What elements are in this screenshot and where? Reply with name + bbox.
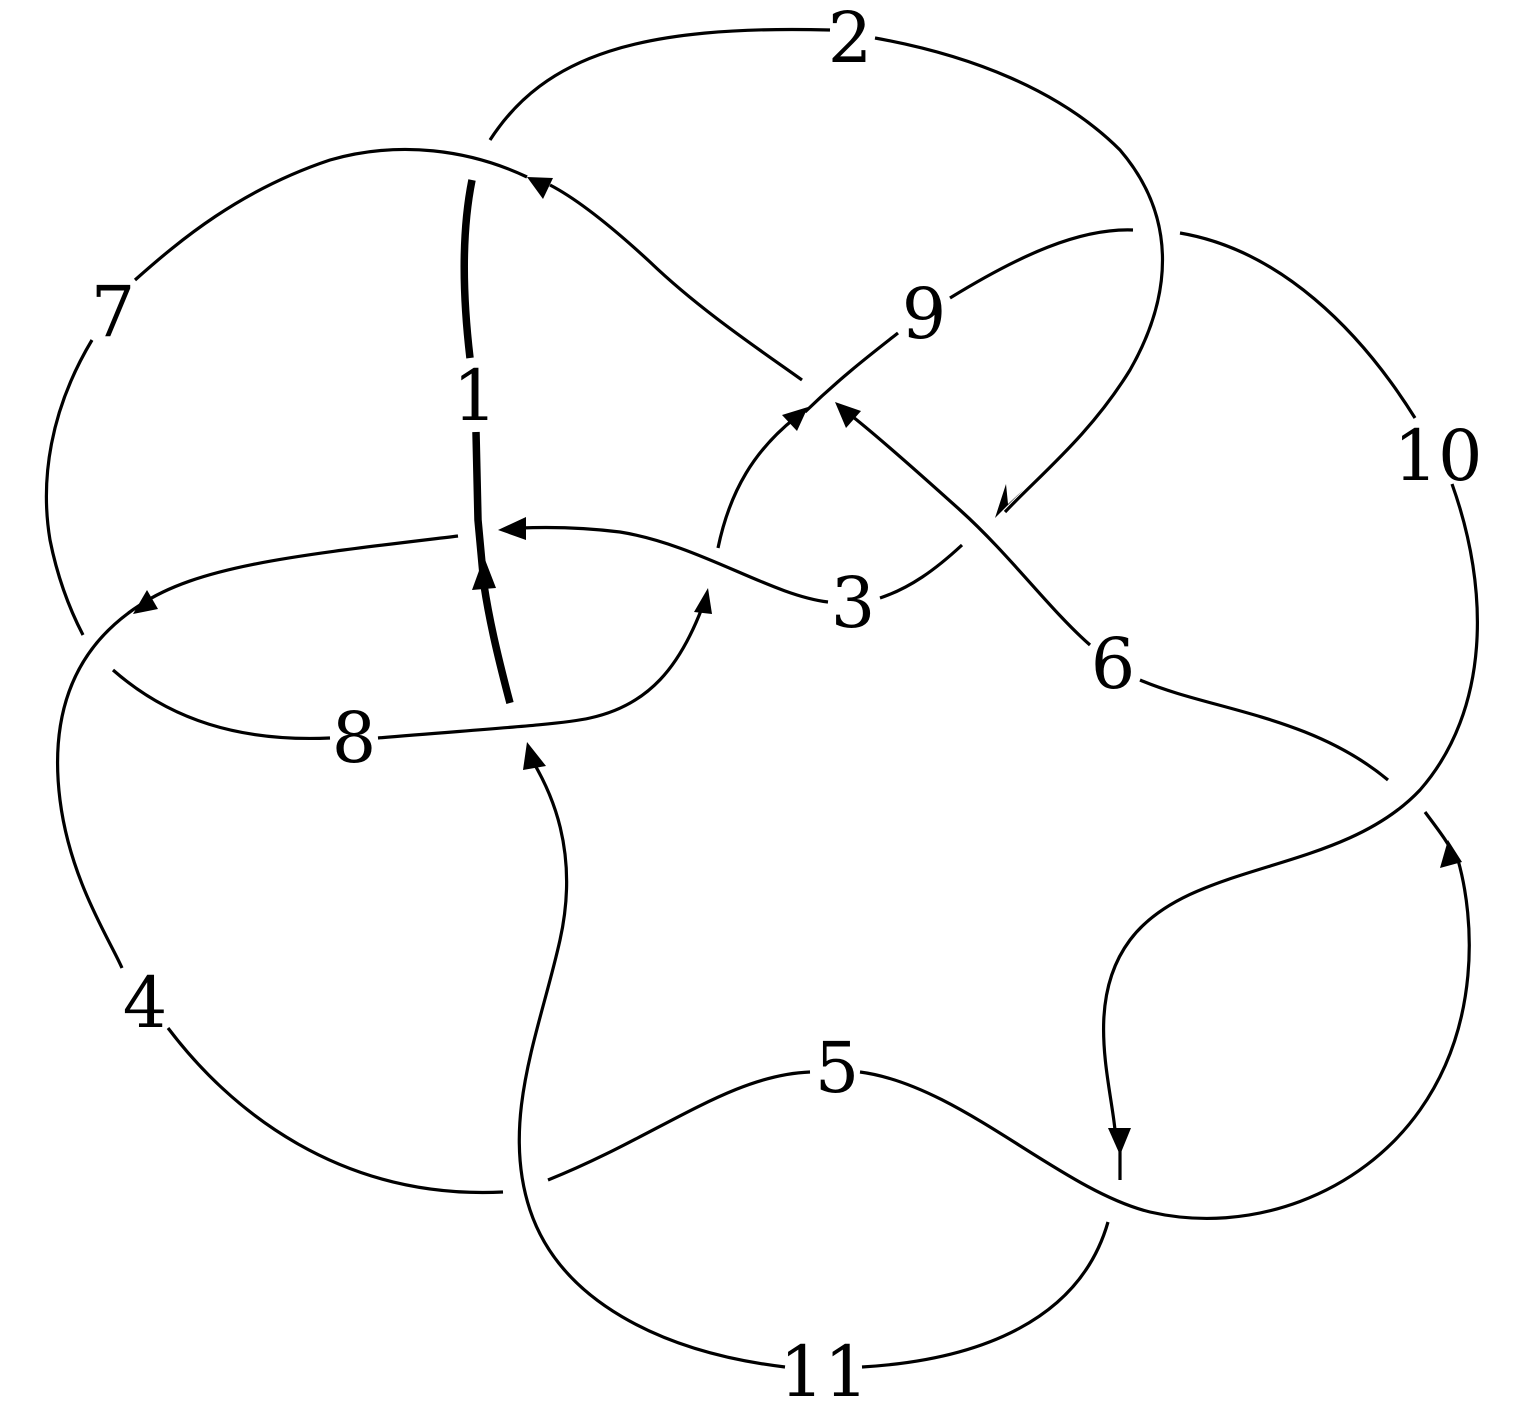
arc-1 bbox=[460, 179, 514, 704]
arc-label-8: 8 bbox=[332, 697, 377, 779]
arc-10 bbox=[1101, 231, 1480, 1180]
arc-label-7: 7 bbox=[91, 271, 136, 353]
arc-label-2: 2 bbox=[828, 0, 873, 79]
arc-label-5: 5 bbox=[815, 1027, 860, 1109]
arc-7 bbox=[44, 147, 803, 636]
arc-6 bbox=[835, 402, 1457, 859]
arc-2 bbox=[488, 27, 1165, 518]
arc-label-6: 6 bbox=[1091, 623, 1136, 705]
arc-4 bbox=[56, 534, 504, 1195]
arc-label-4: 4 bbox=[123, 962, 168, 1044]
arrow-head bbox=[527, 177, 553, 199]
arrow-head bbox=[835, 402, 861, 428]
arrow-head bbox=[498, 517, 526, 540]
arc-label-9: 9 bbox=[902, 273, 947, 355]
arc-label-3: 3 bbox=[831, 562, 876, 644]
arrow-head bbox=[995, 484, 1023, 518]
arrow-head bbox=[523, 742, 546, 770]
arrow-head bbox=[1440, 840, 1462, 868]
arrow-head bbox=[782, 407, 808, 431]
arrow-head bbox=[472, 557, 496, 590]
arrow-head bbox=[1108, 1128, 1131, 1155]
arc-5 bbox=[547, 840, 1471, 1220]
arc-label-1: 1 bbox=[453, 355, 498, 437]
arc-11 bbox=[517, 742, 1110, 1369]
arc-label-10: 10 bbox=[1393, 415, 1482, 497]
arrow-head bbox=[694, 588, 712, 614]
arrow-head bbox=[133, 590, 158, 614]
arc-3 bbox=[498, 517, 964, 604]
arc-9 bbox=[716, 228, 1134, 549]
arc-label-11: 11 bbox=[779, 1331, 868, 1413]
arc-8 bbox=[111, 588, 712, 741]
